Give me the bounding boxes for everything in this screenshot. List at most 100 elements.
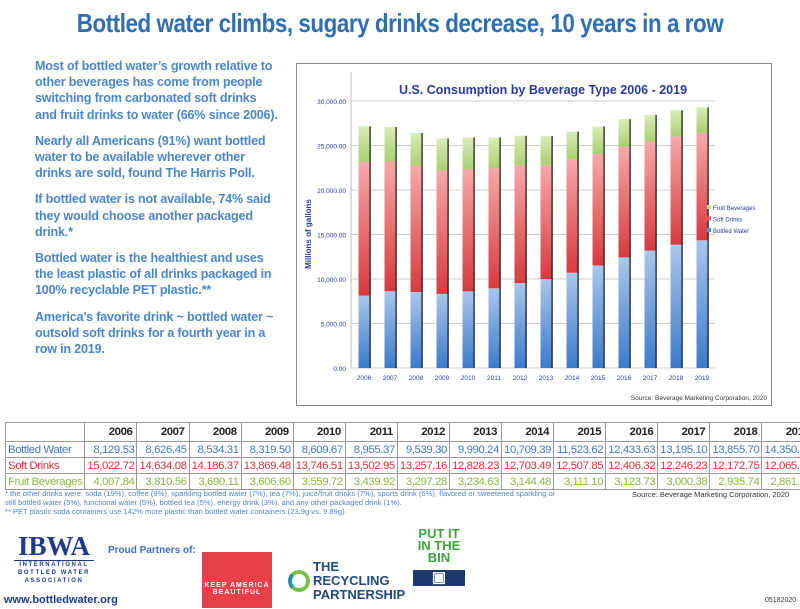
table-cell: 12,065.95 xyxy=(761,457,800,474)
y-tick-label: 5,000.00 xyxy=(321,322,347,329)
y-tick-label: 25,000.00 xyxy=(317,144,346,151)
table-row: Soft Drinks 15,022.72 14,634.08 14,186.37 13… xyxy=(4,457,800,474)
bar-soft-drinks xyxy=(670,136,682,245)
bar-shadow xyxy=(577,131,579,368)
bar-shadow xyxy=(603,126,605,368)
fact-paragraph: Bottled water is the healthiest and uses… xyxy=(35,251,272,298)
table-cell: 8,534.31 xyxy=(188,441,242,458)
table-row: Fruit Beverages 4,007.84 3,810.56 3,690.11 3… xyxy=(4,473,800,490)
table-cell: 14,350.40 xyxy=(761,441,800,458)
table-cell: 12,828.23 xyxy=(448,457,503,474)
x-tick-label: 2011 xyxy=(487,375,501,382)
bar-soft-drinks xyxy=(384,160,396,292)
table-cell: 14,634.08 xyxy=(136,457,190,474)
fact-paragraph: America’s favorite drink ~ bottled water… xyxy=(35,309,274,357)
table-cell: 12,703.49 xyxy=(501,457,555,474)
year-header: 2019 xyxy=(761,422,800,442)
document-code: 05182020 xyxy=(765,597,797,604)
put-it-in-the-bin-logo: PUT IT IN THE BIN ▣ xyxy=(413,527,465,608)
bar-soft-drinks xyxy=(592,154,604,266)
bar-fruit-beverages xyxy=(488,137,500,169)
bar-bottled-water xyxy=(540,279,552,368)
table-cell: 3,000.38 xyxy=(657,473,711,490)
bar-bottled-water xyxy=(436,293,448,368)
table-corner xyxy=(4,422,86,442)
bar-shadow xyxy=(629,119,631,368)
bar-bottled-water xyxy=(644,250,656,368)
chart-title: U.S. Consumption by Beverage Type 2006 -… xyxy=(399,83,687,97)
bar-fruit-beverages xyxy=(358,126,370,162)
table-cell: 11,523.62 xyxy=(553,441,607,458)
x-tick-label: 2014 xyxy=(565,375,580,382)
bar-fruit-beverages xyxy=(670,110,682,137)
x-tick-label: 2006 xyxy=(357,375,372,382)
x-tick-label: 2009 xyxy=(435,375,450,382)
table-cell: 3,810.56 xyxy=(136,473,190,490)
bar-fruit-beverages xyxy=(410,132,422,166)
fact-paragraph: Most of bottled water’s growth relative … xyxy=(35,59,278,122)
year-header: 2013 xyxy=(448,422,503,442)
bar-soft-drinks xyxy=(644,141,656,251)
table-cell: 4,007.84 xyxy=(84,473,138,490)
bar-shadow xyxy=(447,138,449,368)
chart-source: Source: Beverage Marketing Corporation, … xyxy=(631,395,768,402)
x-tick-label: 2012 xyxy=(513,375,528,382)
table-cell: 15,022.72 xyxy=(84,457,138,474)
bar-shadow xyxy=(473,137,475,368)
year-header: 2009 xyxy=(240,422,294,442)
row-label: Soft Drinks xyxy=(4,457,86,474)
bar-soft-drinks xyxy=(410,165,422,293)
bar-fruit-beverages xyxy=(436,138,448,171)
bar-shadow xyxy=(499,137,501,368)
recycling-ring-icon xyxy=(288,570,310,592)
bar-soft-drinks xyxy=(514,165,526,284)
ibwa-logo: IBWA INTERNATIONAL BOTTLED WATER ASSOCIA… xyxy=(14,532,94,585)
bar-fruit-beverages xyxy=(462,137,474,170)
bar-bottled-water xyxy=(462,291,474,368)
website-link[interactable]: www.bottledwater.org xyxy=(4,594,118,606)
bar-bottled-water xyxy=(488,288,500,368)
bar-bottled-water xyxy=(670,244,682,368)
bar-fruit-beverages xyxy=(644,114,656,142)
row-label: Fruit Beverages xyxy=(4,473,86,490)
x-tick-label: 2010 xyxy=(461,375,476,382)
table-cell: 13,502.95 xyxy=(344,457,398,474)
table-cell: 12,507.85 xyxy=(553,457,607,474)
bar-fruit-beverages xyxy=(384,127,396,161)
legend-swatch xyxy=(707,216,711,221)
table-cell: 12,246.23 xyxy=(657,457,711,474)
table-cell: 13,746.51 xyxy=(292,457,346,474)
table-header-row: 2006 2007 2008 2009 2010 2011 2012 2013 2014 2015… xyxy=(4,422,800,442)
bar-fruit-beverages xyxy=(514,135,526,166)
x-tick-label: 2013 xyxy=(539,375,554,382)
bar-shadow xyxy=(395,127,397,369)
table-cell: 8,319.50 xyxy=(240,441,294,458)
table-cell: 2,861.04 xyxy=(761,473,800,490)
table-cell: 3,144.48 xyxy=(501,473,555,490)
footnote: ** PET plastic soda containers use 142% … xyxy=(5,506,347,516)
x-tick-label: 2015 xyxy=(591,375,606,382)
year-header: 2014 xyxy=(501,422,555,442)
table-row: Bottled Water 8,129.53 8,626.45 8,534.31 8,3… xyxy=(4,441,800,458)
bar-soft-drinks xyxy=(436,170,448,294)
table-source: Source: Beverage Marketing Corporation, … xyxy=(632,490,790,499)
bar-shadow xyxy=(655,114,657,369)
year-header: 2006 xyxy=(84,422,138,442)
bar-soft-drinks xyxy=(540,164,552,280)
table-cell: 3,123.73 xyxy=(605,473,659,490)
table-cell: 8,955.37 xyxy=(344,441,398,458)
legend-label: Fruit Beverages xyxy=(713,206,755,212)
year-header: 2018 xyxy=(709,422,763,442)
legend-swatch xyxy=(707,228,711,232)
year-header: 2010 xyxy=(292,422,346,442)
bar-bottled-water xyxy=(358,295,370,368)
bar-bottled-water xyxy=(566,272,578,368)
table-cell: 13,869.48 xyxy=(240,457,294,474)
bar-bottled-water xyxy=(384,291,396,368)
fact-paragraph: If bottled water is not available, 74% s… xyxy=(35,192,271,239)
bar-shadow xyxy=(681,110,683,369)
year-header: 2007 xyxy=(136,422,190,442)
table-cell: 12,433.63 xyxy=(605,441,659,458)
y-axis-label: Millions of gallons xyxy=(304,199,313,269)
bar-soft-drinks xyxy=(462,169,474,292)
